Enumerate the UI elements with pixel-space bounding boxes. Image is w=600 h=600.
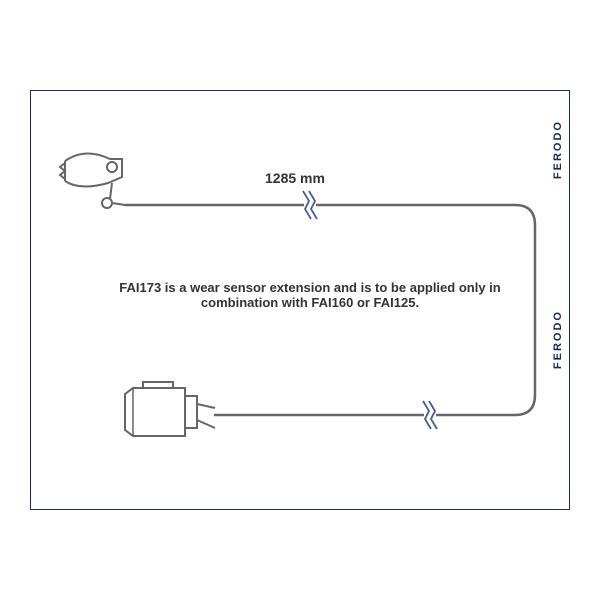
description-line2: combination with FAI160 or FAI125. <box>201 295 419 310</box>
description-text: FAI173 is a wear sensor extension and is… <box>110 280 510 310</box>
cable-path <box>125 205 535 415</box>
brand-label: FERODO <box>552 120 564 179</box>
description-line1: FAI173 is a wear sensor extension and is… <box>119 280 500 295</box>
brand-label: FERODO <box>552 310 564 369</box>
dimension-label: 1285 mm <box>265 170 325 186</box>
sensor-clip <box>60 153 125 208</box>
connector <box>125 382 215 436</box>
